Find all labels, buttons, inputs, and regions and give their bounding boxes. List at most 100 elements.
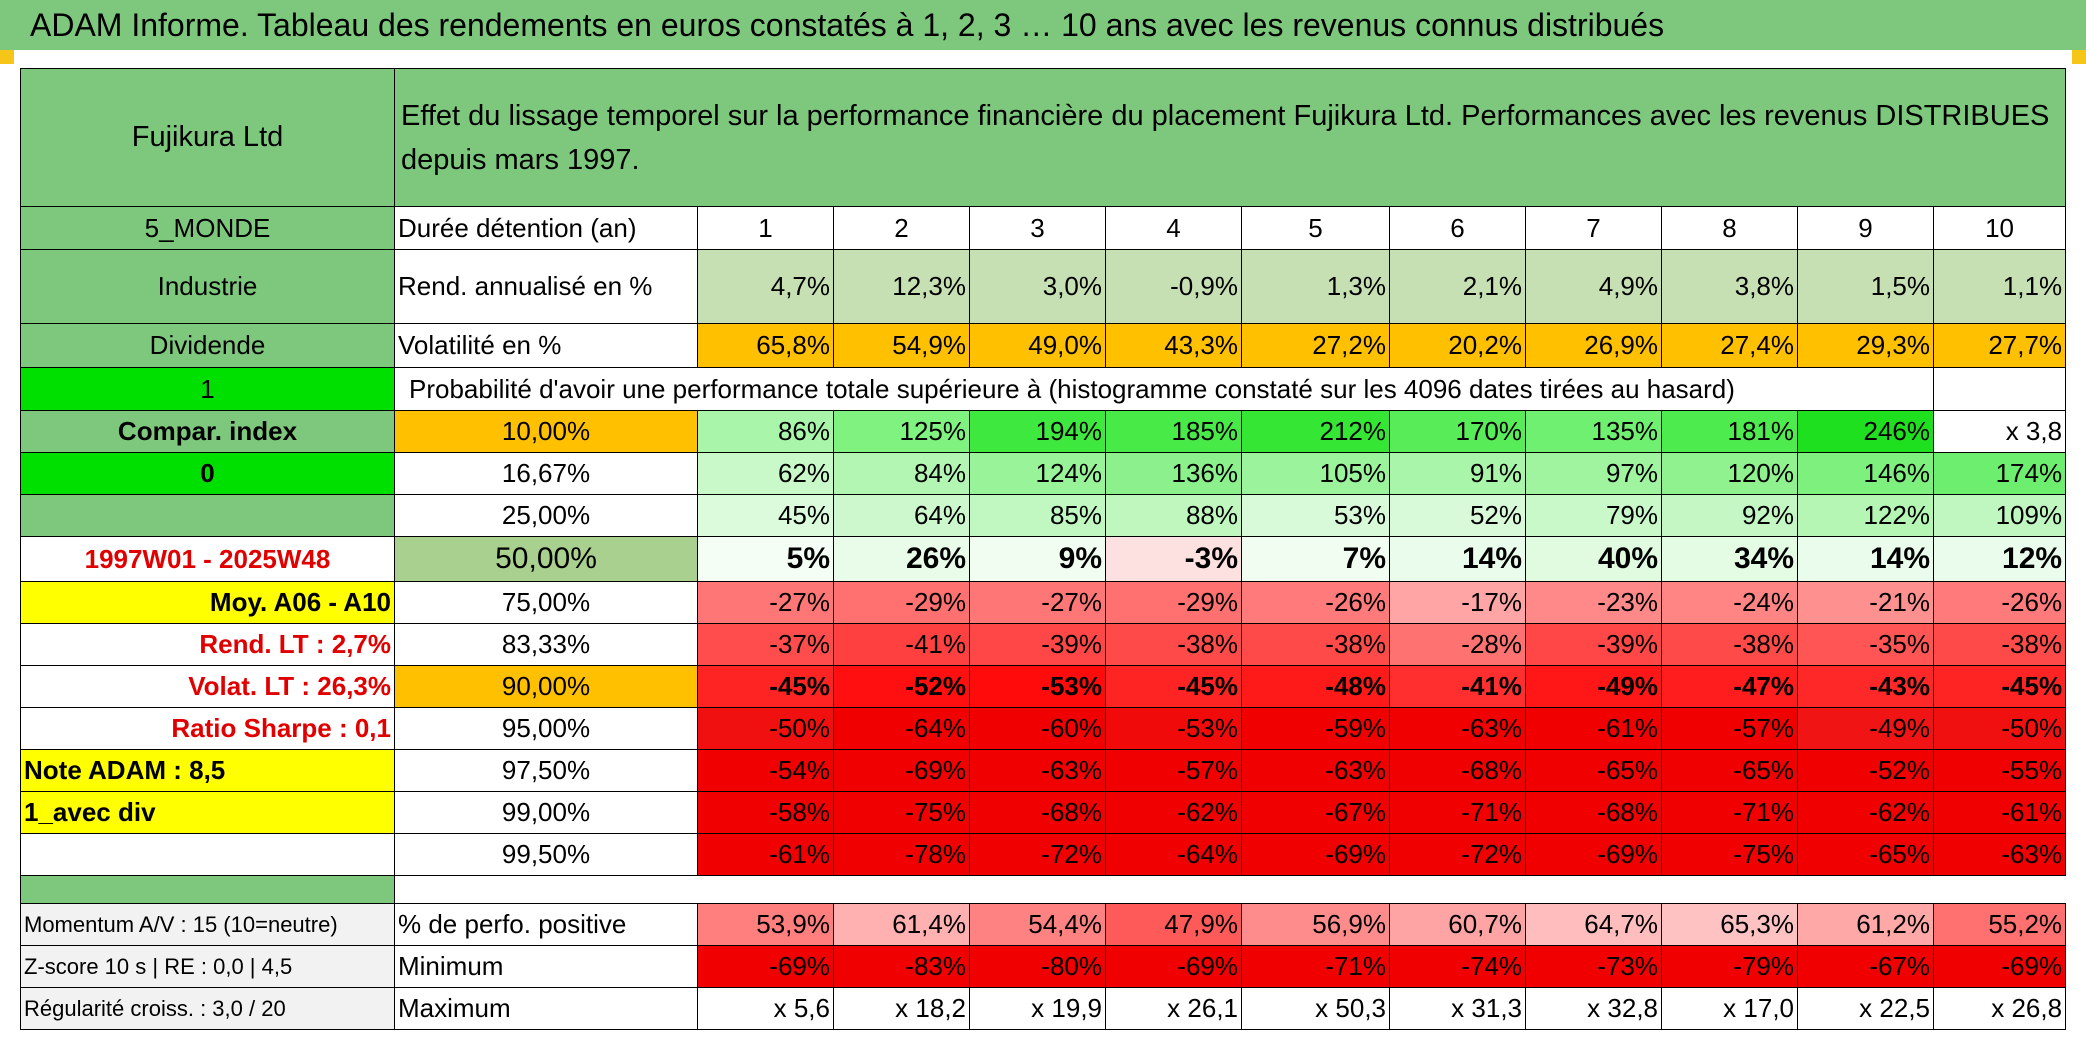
percentile-cell: 185% — [1105, 410, 1242, 453]
percentile-cell: 246% — [1797, 410, 1934, 453]
percentile-cell: -37% — [697, 623, 834, 666]
bottom-value-cell: x 26,8 — [1932, 987, 2067, 1030]
percentile-cell: -61% — [697, 833, 834, 876]
rend-cell: 12,3% — [833, 249, 970, 324]
percentile-cell: 170% — [1389, 410, 1526, 453]
rend-lt-label: Rend. LT : 2,7% — [20, 623, 395, 666]
flag-zero-cell: 0 — [20, 452, 395, 495]
period-label: 1997W01 - 2025W48 — [20, 536, 395, 582]
flag-one-cell: 1 — [20, 367, 395, 411]
vol-cell: 27,4% — [1661, 323, 1798, 368]
rend-cell: 2,1% — [1389, 249, 1526, 324]
percentile-label: 90,00% — [394, 665, 698, 708]
percentile-cell: -63% — [1932, 833, 2067, 876]
percentile-cell: -69% — [833, 749, 970, 792]
vol-cell: 65,8% — [697, 323, 834, 368]
percentile-cell: -43% — [1797, 665, 1934, 708]
percentile-cell: 34% — [1661, 536, 1798, 582]
bottom-value-cell: x 22,5 — [1797, 987, 1934, 1030]
percentile-cell: -3% — [1105, 536, 1242, 582]
percentile-cell: -26% — [1932, 581, 2067, 624]
percentile-cell: 136% — [1105, 452, 1242, 495]
year-header-cell: 6 — [1389, 206, 1526, 250]
sector-label: Industrie — [20, 249, 395, 324]
rend-cell: 3,0% — [969, 249, 1106, 324]
percentile-cell: -64% — [833, 707, 970, 750]
percentile-cell: -50% — [697, 707, 834, 750]
bottom-value-cell: 61,4% — [833, 903, 970, 946]
rend-cell: -0,9% — [1105, 249, 1242, 324]
bottom-value-cell: 55,2% — [1932, 903, 2067, 946]
percentile-cell: -69% — [1241, 833, 1390, 876]
instrument-name: Fujikura Ltd — [20, 68, 395, 207]
percentile-cell: -39% — [1525, 623, 1662, 666]
performance-table-frame: Fujikura Ltd Effet du lissage temporel s… — [20, 68, 2067, 1030]
table-description-text: Effet du lissage temporel sur la perform… — [401, 99, 2050, 176]
blank-green-cell — [20, 494, 395, 537]
percentile-cell: -41% — [1389, 665, 1526, 708]
percentile-cell: -58% — [697, 791, 834, 834]
bottom-value-cell: x 5,6 — [697, 987, 834, 1030]
percentile-cell: -52% — [1797, 749, 1934, 792]
year-header-cell: 3 — [969, 206, 1106, 250]
percentile-cell: -38% — [1932, 623, 2067, 666]
percentile-cell: -38% — [1241, 623, 1390, 666]
percentile-cell: 14% — [1797, 536, 1934, 582]
separator-blank-cell — [393, 875, 2066, 904]
percentile-cell: -72% — [1389, 833, 1526, 876]
percentile-cell: 26% — [833, 536, 970, 582]
percentile-cell: -27% — [969, 581, 1106, 624]
percentile-cell: -38% — [1661, 623, 1798, 666]
percentile-cell: -26% — [1241, 581, 1390, 624]
bottom-value-cell: 53,9% — [697, 903, 834, 946]
year-header-cell: 2 — [833, 206, 970, 250]
percentile-cell: 174% — [1932, 452, 2067, 495]
percentile-cell: 122% — [1797, 494, 1934, 537]
bottom-value-cell: 64,7% — [1525, 903, 1662, 946]
vol-cell: 27,7% — [1932, 323, 2067, 368]
percentile-cell: 181% — [1661, 410, 1798, 453]
percentile-cell: -57% — [1105, 749, 1242, 792]
percentile-cell: 79% — [1525, 494, 1662, 537]
percentile-cell: 5% — [697, 536, 834, 582]
percentile-cell: 64% — [833, 494, 970, 537]
bottom-value-cell: x 19,9 — [969, 987, 1106, 1030]
moy-label: Moy. A06 - A10 — [20, 581, 395, 624]
percentile-cell: 125% — [833, 410, 970, 453]
vol-cell: 26,9% — [1525, 323, 1662, 368]
percentile-label: 97,50% — [394, 749, 698, 792]
percentile-cell: 120% — [1661, 452, 1798, 495]
percentile-cell: 12% — [1932, 536, 2067, 582]
percentile-label: 25,00% — [394, 494, 698, 537]
percentile-cell: -60% — [969, 707, 1106, 750]
percentile-cell: 53% — [1241, 494, 1390, 537]
percentile-cell: -29% — [833, 581, 970, 624]
bottom-value-cell: x 31,3 — [1389, 987, 1526, 1030]
bottom-value-cell: 47,9% — [1105, 903, 1242, 946]
bottom-value-cell: 65,3% — [1661, 903, 1798, 946]
bottom-value-cell: -73% — [1525, 945, 1662, 988]
percentile-label: 75,00% — [394, 581, 698, 624]
percentile-cell: 194% — [969, 410, 1106, 453]
percentile-cell: -53% — [969, 665, 1106, 708]
percentile-cell: -35% — [1797, 623, 1934, 666]
percentile-cell: -72% — [969, 833, 1106, 876]
percentile-cell: -65% — [1661, 749, 1798, 792]
bottom-left-label: Régularité croiss. : 3,0 / 20 — [20, 987, 395, 1030]
percentile-cell: 97% — [1525, 452, 1662, 495]
percentile-cell: -39% — [969, 623, 1106, 666]
percentile-cell: 135% — [1525, 410, 1662, 453]
bottom-value-cell: 56,9% — [1241, 903, 1390, 946]
bottom-value-cell: -83% — [833, 945, 970, 988]
percentile-cell: 84% — [833, 452, 970, 495]
dividend-label: Dividende — [20, 323, 395, 368]
percentile-cell: -68% — [969, 791, 1106, 834]
percentile-cell: 109% — [1932, 494, 2067, 537]
percentile-cell: 40% — [1525, 536, 1662, 582]
percentile-cell: -47% — [1661, 665, 1798, 708]
year-header-cell: 8 — [1661, 206, 1798, 250]
region-label: 5_MONDE — [20, 206, 395, 250]
percentile-cell: -65% — [1525, 749, 1662, 792]
percentile-cell: -45% — [697, 665, 834, 708]
bottom-value-cell: x 50,3 — [1241, 987, 1390, 1030]
